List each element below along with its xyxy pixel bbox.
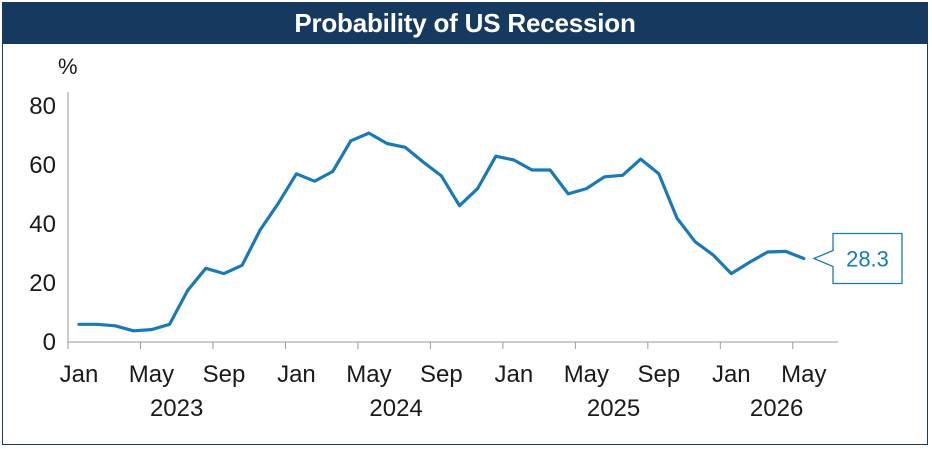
x-year-labels: 2023 2024 2025 2026 bbox=[150, 395, 803, 422]
x-year-label: 2025 bbox=[587, 395, 640, 422]
x-tick-label: Sep bbox=[203, 361, 246, 388]
callout-value: 28.3 bbox=[846, 247, 889, 272]
x-year-label: 2024 bbox=[369, 395, 422, 422]
x-tick-label: Sep bbox=[420, 361, 463, 388]
y-tick-label: 40 bbox=[29, 211, 56, 238]
callout-box bbox=[812, 232, 903, 285]
x-tick-label: Jan bbox=[712, 361, 751, 388]
x-year-label: 2026 bbox=[750, 395, 803, 422]
chart-title: Probability of US Recession bbox=[3, 3, 927, 44]
x-tick-label: May bbox=[564, 361, 609, 388]
x-tick-label: Sep bbox=[637, 361, 680, 388]
x-tick-label: Jan bbox=[277, 361, 316, 388]
y-axis-unit: % bbox=[58, 54, 78, 79]
y-tick-label: 20 bbox=[29, 270, 56, 297]
axes bbox=[67, 92, 838, 349]
value-callout: 28.3 bbox=[812, 232, 903, 285]
x-tick-labels: Jan May Sep Jan May Sep Jan May Sep Jan May bbox=[60, 361, 827, 388]
y-tick-label: 60 bbox=[29, 152, 56, 179]
x-tick-label: Jan bbox=[495, 361, 534, 388]
series-layer bbox=[77, 131, 806, 333]
x-year-label: 2023 bbox=[150, 395, 203, 422]
y-tick-label: 0 bbox=[43, 329, 56, 356]
x-tick-label: Jan bbox=[60, 361, 99, 388]
x-tick-label: May bbox=[781, 361, 826, 388]
y-tick-labels: 0 20 40 60 80 bbox=[29, 93, 56, 356]
x-tick-label: May bbox=[346, 361, 391, 388]
y-tick-label: 80 bbox=[29, 93, 56, 120]
series-line bbox=[77, 131, 806, 333]
x-tick-label: May bbox=[129, 361, 174, 388]
